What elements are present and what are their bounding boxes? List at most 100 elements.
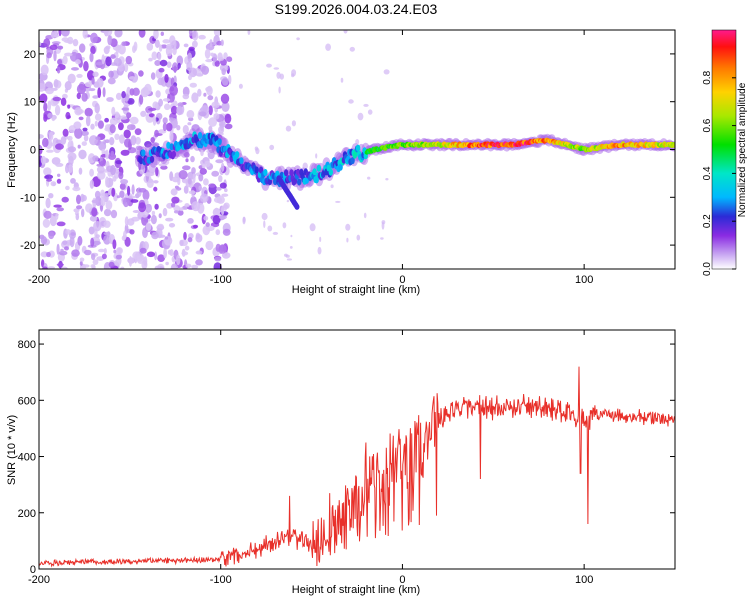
noise-blob bbox=[212, 41, 217, 46]
noise-blob bbox=[78, 116, 84, 121]
x-tick-label: -100 bbox=[210, 574, 232, 586]
noise-blob bbox=[195, 233, 203, 243]
noise-blob bbox=[213, 113, 220, 120]
noise-blob bbox=[119, 183, 126, 190]
noise-blob bbox=[189, 82, 197, 88]
noise-blob bbox=[55, 162, 64, 167]
noise-blob bbox=[107, 35, 112, 46]
noise-blob bbox=[43, 210, 52, 219]
noise-blob bbox=[64, 246, 69, 251]
noise-blob bbox=[57, 173, 61, 177]
noise-blob bbox=[158, 213, 162, 219]
noise-blob bbox=[110, 164, 116, 176]
noise-blob bbox=[90, 123, 95, 130]
snr-frame bbox=[38, 329, 676, 570]
noise-blob bbox=[101, 148, 106, 156]
noise-blob bbox=[153, 180, 159, 184]
noise-blob bbox=[121, 41, 127, 46]
noise-blob bbox=[43, 102, 48, 112]
noise-blob bbox=[203, 215, 209, 221]
noise-blob bbox=[164, 103, 171, 111]
noise-blob bbox=[102, 87, 106, 98]
noise-blob bbox=[315, 153, 318, 159]
noise-blob bbox=[55, 213, 59, 220]
colorbar: 0.0 0.2 0.4 0.6 0.8 Normalized spectral ampl… bbox=[702, 29, 748, 276]
noise-blob bbox=[205, 240, 214, 251]
noise-blob bbox=[39, 93, 48, 104]
noise-blob bbox=[191, 167, 196, 175]
noise-blob bbox=[65, 185, 70, 191]
noise-blob bbox=[40, 236, 48, 245]
noise-blob bbox=[120, 149, 130, 156]
noise-blob bbox=[278, 86, 281, 94]
noise-blob bbox=[99, 160, 106, 167]
noise-blob bbox=[92, 71, 99, 78]
noise-blob bbox=[67, 152, 77, 161]
x-tick-label: 0 bbox=[399, 274, 405, 286]
noise-blob bbox=[184, 245, 190, 251]
noise-blob bbox=[198, 111, 207, 117]
noise-blob bbox=[211, 170, 220, 177]
noise-blob bbox=[205, 225, 215, 232]
noise-blob bbox=[210, 52, 215, 57]
noise-blob bbox=[79, 260, 83, 266]
noise-blob bbox=[98, 248, 105, 253]
noise-blob bbox=[109, 117, 118, 126]
noise-blob bbox=[40, 251, 49, 258]
noise-blob bbox=[169, 85, 179, 96]
noise-blob bbox=[279, 73, 284, 80]
noise-blob bbox=[269, 144, 275, 151]
noise-blob bbox=[103, 231, 111, 236]
noise-blob bbox=[151, 231, 159, 240]
noise-blob bbox=[100, 189, 105, 199]
noise-blob bbox=[81, 208, 85, 218]
noise-blob bbox=[74, 107, 83, 116]
noise-blob bbox=[191, 92, 199, 103]
noise-blob bbox=[51, 157, 61, 165]
noise-blob bbox=[158, 163, 168, 167]
noise-blob bbox=[212, 215, 221, 225]
noise-blob bbox=[105, 45, 111, 50]
noise-blob bbox=[108, 70, 114, 79]
noise-blob bbox=[73, 208, 80, 213]
noise-blob bbox=[138, 202, 147, 213]
ridge-core bbox=[166, 141, 171, 149]
noise-blob bbox=[159, 59, 168, 67]
noise-blob bbox=[116, 247, 123, 255]
noise-blob bbox=[205, 59, 214, 63]
noise-blob bbox=[130, 135, 137, 146]
noise-blob bbox=[132, 210, 140, 213]
snr-x-ticks: -200 -100 0 100 bbox=[28, 330, 593, 586]
snr-series-line bbox=[39, 366, 675, 568]
noise-blob bbox=[47, 266, 55, 269]
noise-blob bbox=[84, 81, 92, 88]
noise-blob bbox=[79, 43, 86, 53]
noise-blob bbox=[187, 218, 194, 224]
noise-blob bbox=[47, 100, 52, 112]
noise-blob bbox=[104, 117, 109, 123]
ridge-core bbox=[171, 150, 176, 158]
noise-blob bbox=[43, 38, 51, 48]
noise-blob bbox=[198, 185, 202, 191]
noise-blob bbox=[91, 199, 100, 204]
y-tick-label: 20 bbox=[24, 49, 36, 61]
noise-blob bbox=[367, 109, 373, 115]
noise-blob bbox=[90, 45, 96, 55]
noise-blob bbox=[113, 58, 122, 67]
noise-blob bbox=[78, 149, 87, 160]
noise-blob bbox=[139, 94, 144, 105]
noise-blob bbox=[60, 97, 67, 107]
noise-blob bbox=[167, 249, 172, 255]
noise-blob bbox=[162, 122, 167, 132]
noise-blob bbox=[203, 178, 209, 186]
noise-blob bbox=[214, 207, 219, 213]
noise-blob bbox=[153, 186, 158, 192]
ridge-core bbox=[197, 132, 203, 139]
noise-blob bbox=[224, 123, 233, 130]
noise-blob bbox=[178, 170, 188, 180]
noise-blob bbox=[65, 164, 69, 174]
y-tick-label: 10 bbox=[24, 97, 36, 109]
noise-blob bbox=[272, 231, 279, 235]
ridge-core bbox=[239, 157, 244, 165]
noise-blob bbox=[348, 99, 354, 104]
